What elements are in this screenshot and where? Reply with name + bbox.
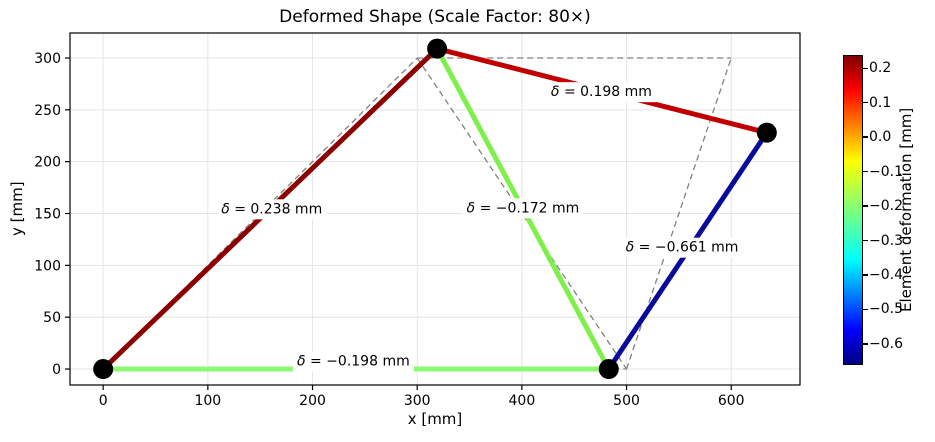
colorbar-gradient: [843, 55, 863, 365]
y-tick-label: 150: [34, 207, 61, 223]
x-axis-label: x [mm]: [407, 410, 463, 428]
y-tick-label: 0: [52, 362, 61, 378]
node-marker: [598, 359, 619, 380]
undeformed-element-line: [416, 57, 628, 370]
x-tick-label: 200: [299, 393, 326, 409]
annotation-bbox: [462, 198, 584, 219]
colorbar-tick-mark: [863, 343, 868, 345]
element-deformation-label: δ = 0.198 mm: [551, 84, 652, 100]
colorbar-tick-mark: [863, 136, 868, 138]
colorbar-tick-label: 0.2: [869, 60, 892, 77]
colorbar-tick-label: 0.1: [869, 94, 892, 111]
colorbar-tick-label: −0.4: [869, 267, 903, 283]
colorbar-tick-label: −0.5: [869, 301, 903, 318]
x-tick-label: 100: [194, 393, 221, 409]
element-deformation-label: δ = −0.661 mm: [626, 240, 739, 256]
colorbar-tick-mark: [863, 308, 868, 311]
colorbar-tick-label: −0.1: [869, 163, 903, 180]
element-deformation-label: δ = 0.238 mm: [221, 201, 322, 217]
y-tick-label: 250: [34, 103, 61, 119]
colorbar-tick-mark: [863, 239, 868, 242]
node-marker: [93, 359, 114, 380]
annotation-bbox: [292, 351, 414, 372]
colorbar-tick-mark: [863, 101, 868, 104]
x-tick-label: 0: [99, 393, 108, 409]
element-deformation-label: δ = −0.172 mm: [467, 200, 580, 216]
node-marker: [427, 38, 448, 59]
colorbar-tick-mark: [863, 170, 868, 173]
annotation-bbox: [546, 82, 656, 103]
annotation-bbox: [621, 237, 743, 258]
annotation-bbox: [217, 199, 327, 220]
colorbar-tick-label: −0.6: [869, 335, 903, 352]
colorbar-tick-label: −0.3: [869, 232, 903, 249]
node-marker: [756, 122, 777, 143]
colorbar-tick-label: 0.0: [869, 129, 892, 146]
colorbar-tick-mark: [863, 274, 868, 276]
y-tick-label: 200: [34, 155, 61, 171]
y-tick-label: 300: [34, 51, 61, 67]
axes-spines: [69, 32, 801, 386]
x-tick-label: 600: [718, 393, 745, 409]
x-tick-label: 300: [404, 393, 431, 409]
y-tick-label: 100: [34, 258, 61, 274]
x-tick-label: 500: [613, 393, 640, 409]
x-tick-label: 400: [509, 393, 536, 409]
colorbar-tick-mark: [863, 67, 868, 69]
chart-title: Deformed Shape (Scale Factor: 80×): [279, 7, 591, 27]
colorbar-tick-label: −0.2: [869, 198, 903, 215]
y-tick-label: 50: [43, 310, 61, 326]
y-axis-label: y [mm]: [8, 181, 26, 237]
colorbar-tick-mark: [863, 205, 868, 207]
element-deformation-label: δ = −0.198 mm: [297, 354, 410, 370]
